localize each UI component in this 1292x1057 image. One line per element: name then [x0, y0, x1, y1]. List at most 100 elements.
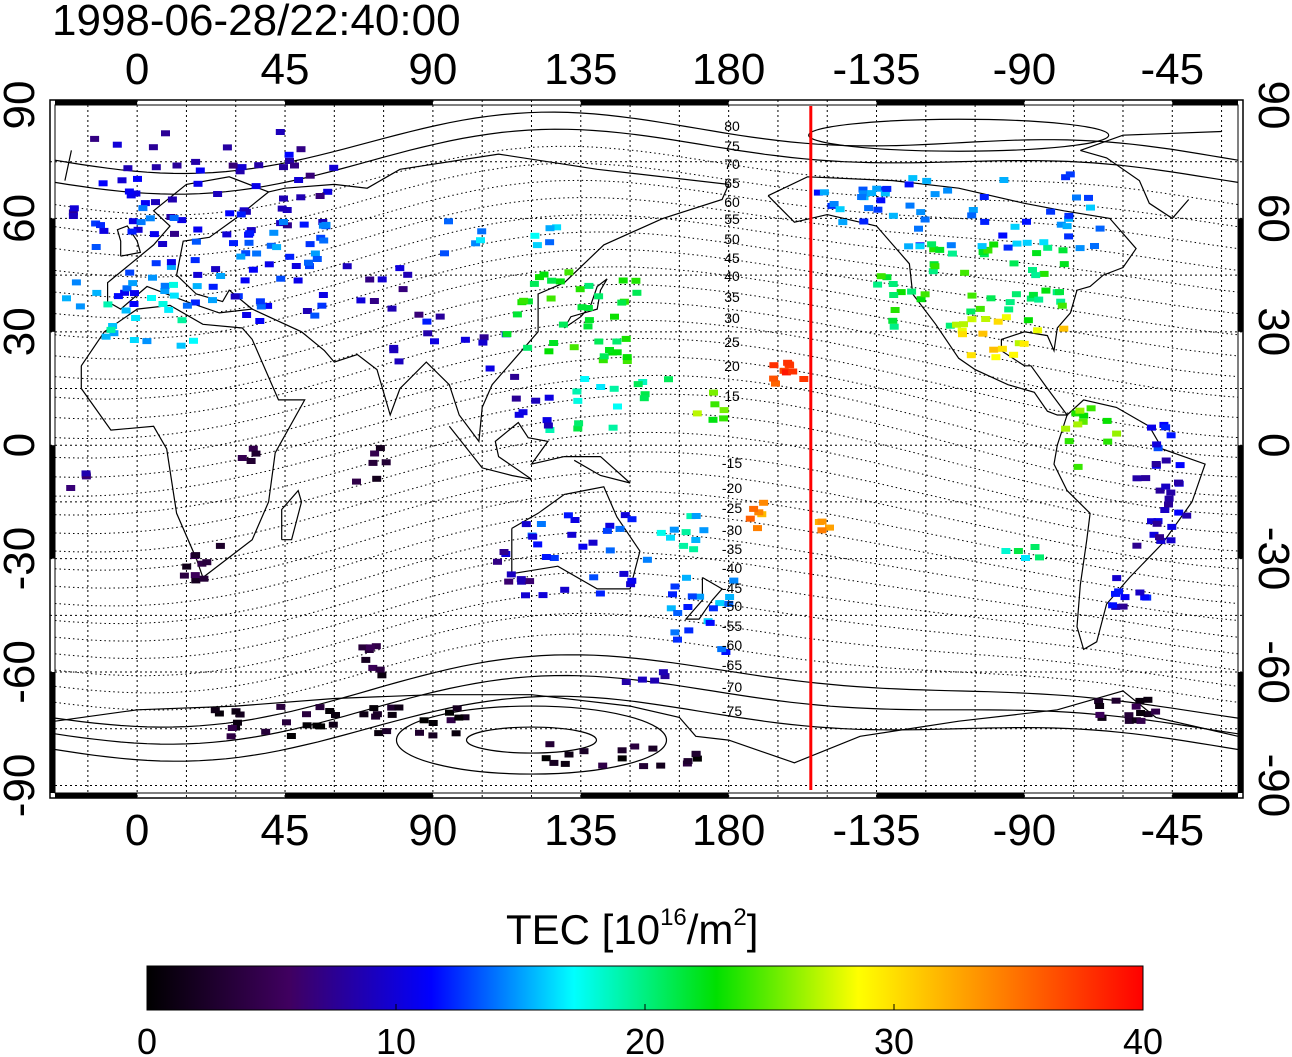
- tec-point: [608, 424, 618, 431]
- frame-bar-bottom: [55, 793, 138, 798]
- indonesia-coast: [448, 421, 631, 484]
- tec-point: [1033, 327, 1043, 334]
- tec-point: [414, 311, 424, 318]
- mlat-contour: [54, 510, 1239, 607]
- tec-point: [630, 743, 640, 750]
- tec-point: [109, 330, 119, 337]
- tec-point: [717, 646, 727, 653]
- tec-point: [627, 577, 637, 584]
- tec-point: [1161, 424, 1171, 431]
- tec-point: [269, 229, 279, 236]
- tec-point: [511, 395, 521, 402]
- tec-point: [382, 728, 392, 735]
- tec-point: [612, 338, 622, 345]
- mlat-contour: [54, 319, 1239, 420]
- lon-tick-top: -45: [1140, 45, 1204, 94]
- tec-point: [151, 260, 161, 267]
- tec-point: [959, 321, 968, 328]
- tec-point: [689, 546, 699, 553]
- contour-label: -55: [722, 618, 742, 634]
- tec-point: [579, 748, 589, 755]
- tec-point: [460, 714, 470, 721]
- tec-point: [440, 250, 449, 257]
- contour-label: -75: [722, 703, 742, 719]
- tec-point: [430, 338, 439, 345]
- tec-point: [519, 297, 529, 304]
- tec-point: [991, 354, 1001, 361]
- tec-point: [967, 292, 977, 299]
- tec-point: [276, 275, 286, 282]
- tec-point: [1084, 194, 1093, 201]
- tec-point: [920, 216, 930, 223]
- tec-point: [202, 559, 212, 566]
- tec-point: [208, 283, 218, 290]
- tec-point: [161, 130, 170, 137]
- tec-point: [1061, 174, 1071, 181]
- tec-point: [1136, 710, 1146, 716]
- contour-label: 75: [724, 138, 740, 154]
- tec-point: [1022, 218, 1031, 225]
- lon-tick-top: 180: [692, 45, 765, 94]
- tec-point: [692, 755, 702, 762]
- tec-point: [547, 277, 557, 284]
- lat-tick-left: 0: [0, 433, 44, 457]
- frame-bar-bottom: [876, 793, 1025, 798]
- tec-point: [620, 512, 630, 519]
- geomagnetic-latitude-contours: [54, 111, 1239, 775]
- contour-label: -65: [722, 657, 742, 673]
- tec-point: [225, 210, 235, 217]
- tec-point: [605, 522, 615, 529]
- tec-point: [993, 318, 1003, 325]
- map-grid: [50, 100, 1243, 798]
- tec-point: [1095, 703, 1105, 709]
- tec-point: [415, 729, 424, 736]
- tec-point: [1023, 317, 1033, 324]
- tec-point: [166, 259, 176, 266]
- tec-point: [859, 218, 869, 225]
- tec-point: [506, 571, 516, 578]
- tec-point: [639, 763, 649, 770]
- tec-point: [545, 741, 555, 748]
- mlat-contour: [54, 248, 1239, 340]
- mlat-contour: [54, 470, 1239, 571]
- tec-point: [193, 180, 203, 187]
- tec-point: [1135, 589, 1145, 596]
- tec-point: [352, 478, 361, 485]
- tec-point: [621, 335, 631, 342]
- tec-point: [276, 703, 286, 710]
- tec-point: [158, 241, 168, 247]
- tec-point: [650, 677, 660, 684]
- tec-point: [240, 277, 250, 284]
- tec-point: [129, 337, 139, 343]
- tec-point: [1043, 244, 1053, 251]
- tec-point: [294, 177, 304, 183]
- tec-point: [967, 212, 977, 219]
- tec-point: [197, 560, 207, 567]
- mlat-contour: [54, 412, 1239, 516]
- tec-point: [1056, 221, 1066, 228]
- tec-point: [158, 301, 168, 307]
- tec-point: [533, 541, 543, 548]
- tec-point: [91, 244, 101, 250]
- tec-point: [648, 745, 658, 752]
- tec-point: [890, 307, 900, 313]
- tec-point: [328, 721, 338, 728]
- lat-tick-left: -60: [0, 640, 44, 704]
- mlat-contour: [54, 338, 1239, 440]
- tec-point: [960, 269, 970, 276]
- tec-point: [819, 189, 829, 196]
- tec-point: [669, 526, 679, 533]
- tec-point: [377, 672, 387, 679]
- tec-point: [147, 295, 156, 301]
- lon-tick-bottom: 180: [692, 806, 765, 855]
- tec-point: [222, 231, 232, 238]
- tec-point: [1009, 260, 1019, 267]
- tec-point: [66, 485, 76, 491]
- tec-point: [296, 194, 306, 201]
- tec-point: [126, 192, 136, 199]
- mlat-contour: [54, 179, 1239, 257]
- tec-point: [214, 710, 224, 717]
- tec-data-points: [62, 129, 1192, 770]
- tec-point: [695, 593, 705, 600]
- lat-tick-right: 60: [1249, 194, 1292, 243]
